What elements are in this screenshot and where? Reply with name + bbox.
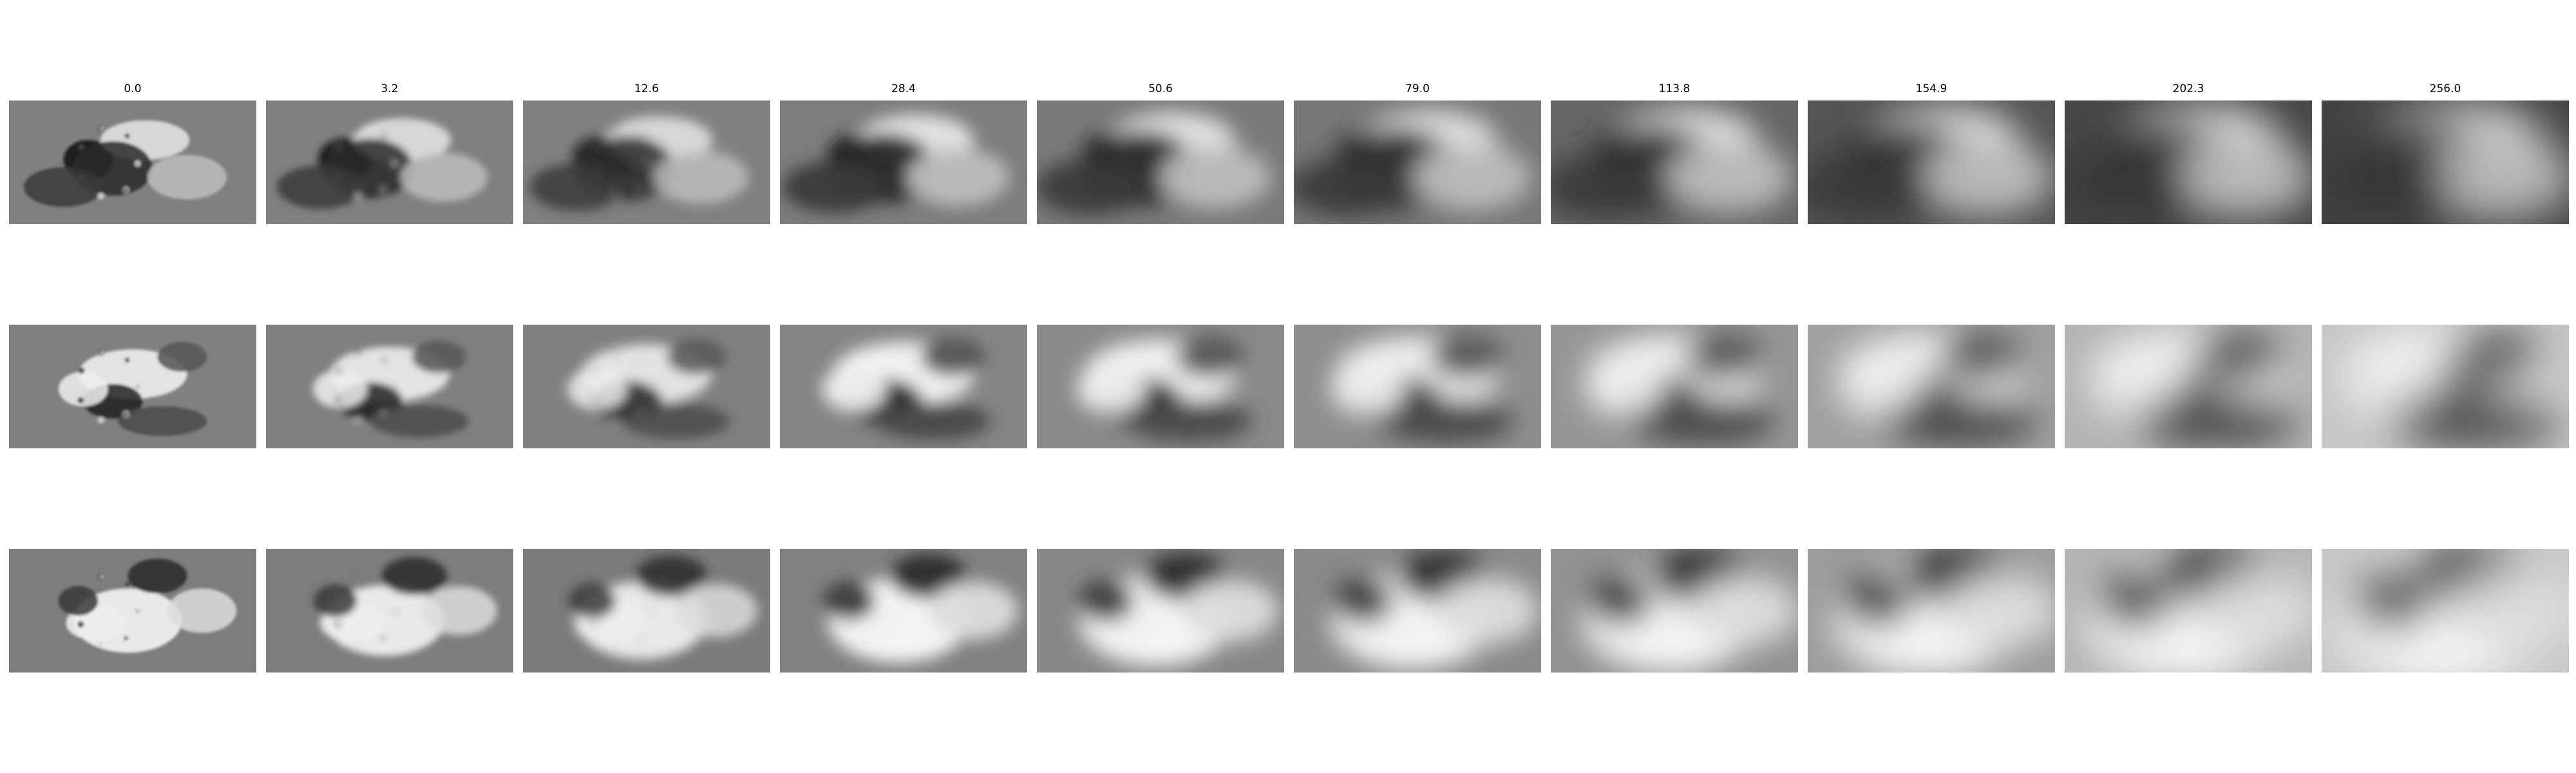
grayscale-image <box>2322 549 2569 673</box>
image-panel <box>266 100 513 224</box>
image-panel <box>2065 100 2312 224</box>
grayscale-image <box>1294 549 1541 673</box>
column-title: 28.4 <box>891 82 916 95</box>
grayscale-image <box>1808 549 2055 673</box>
grayscale-image <box>1294 100 1541 224</box>
grayscale-image <box>1037 325 1284 448</box>
column-title: 256.0 <box>2429 82 2461 95</box>
grayscale-image <box>1551 549 1798 673</box>
image-panel <box>1294 100 1541 224</box>
grayscale-image <box>2065 325 2312 448</box>
grayscale-image <box>1037 549 1284 673</box>
grayscale-image <box>266 325 513 448</box>
grayscale-image <box>780 100 1027 224</box>
image-panel <box>2322 100 2569 224</box>
image-panel <box>266 325 513 448</box>
grayscale-image <box>1037 100 1284 224</box>
image-panel <box>780 100 1027 224</box>
grayscale-image <box>2065 549 2312 673</box>
grayscale-image <box>1808 100 2055 224</box>
image-panel <box>1037 549 1284 673</box>
image-panel <box>1037 100 1284 224</box>
grayscale-image <box>2322 100 2569 224</box>
grayscale-image <box>1551 100 1798 224</box>
image-panel <box>2065 549 2312 673</box>
image-panel <box>780 325 1027 448</box>
grayscale-image <box>523 325 770 448</box>
grayscale-image <box>523 549 770 673</box>
column-title: 50.6 <box>1148 82 1173 95</box>
image-panel <box>9 100 256 224</box>
image-panel <box>266 549 513 673</box>
column-title: 113.8 <box>1658 82 1690 95</box>
image-panel <box>1551 100 1798 224</box>
grayscale-image <box>2065 100 2312 224</box>
image-panel <box>9 325 256 448</box>
grayscale-image <box>1551 325 1798 448</box>
image-panel <box>1294 549 1541 673</box>
grayscale-image <box>780 325 1027 448</box>
image-panel <box>1808 549 2055 673</box>
grayscale-image <box>266 100 513 224</box>
column-title: 154.9 <box>1915 82 1947 95</box>
column-title: 79.0 <box>1405 82 1430 95</box>
column-title: 12.6 <box>634 82 659 95</box>
image-panel <box>1551 549 1798 673</box>
grayscale-image <box>523 100 770 224</box>
grayscale-image <box>780 549 1027 673</box>
grayscale-image <box>266 549 513 673</box>
image-panel <box>523 100 770 224</box>
image-panel <box>2322 325 2569 448</box>
image-panel <box>2065 325 2312 448</box>
column-title: 3.2 <box>381 82 399 95</box>
grayscale-image <box>2322 325 2569 448</box>
image-panel <box>1037 325 1284 448</box>
image-panel <box>9 549 256 673</box>
image-panel <box>1294 325 1541 448</box>
image-panel <box>1551 325 1798 448</box>
grayscale-image <box>9 100 256 224</box>
image-panel <box>1808 100 2055 224</box>
image-panel <box>523 549 770 673</box>
column-title: 202.3 <box>2172 82 2204 95</box>
image-panel <box>780 549 1027 673</box>
grayscale-image <box>1808 325 2055 448</box>
image-panel <box>2322 549 2569 673</box>
image-panel <box>1808 325 2055 448</box>
column-title: 0.0 <box>124 82 142 95</box>
grayscale-image <box>1294 325 1541 448</box>
grayscale-image <box>9 325 256 448</box>
image-panel <box>523 325 770 448</box>
grayscale-image <box>9 549 256 673</box>
